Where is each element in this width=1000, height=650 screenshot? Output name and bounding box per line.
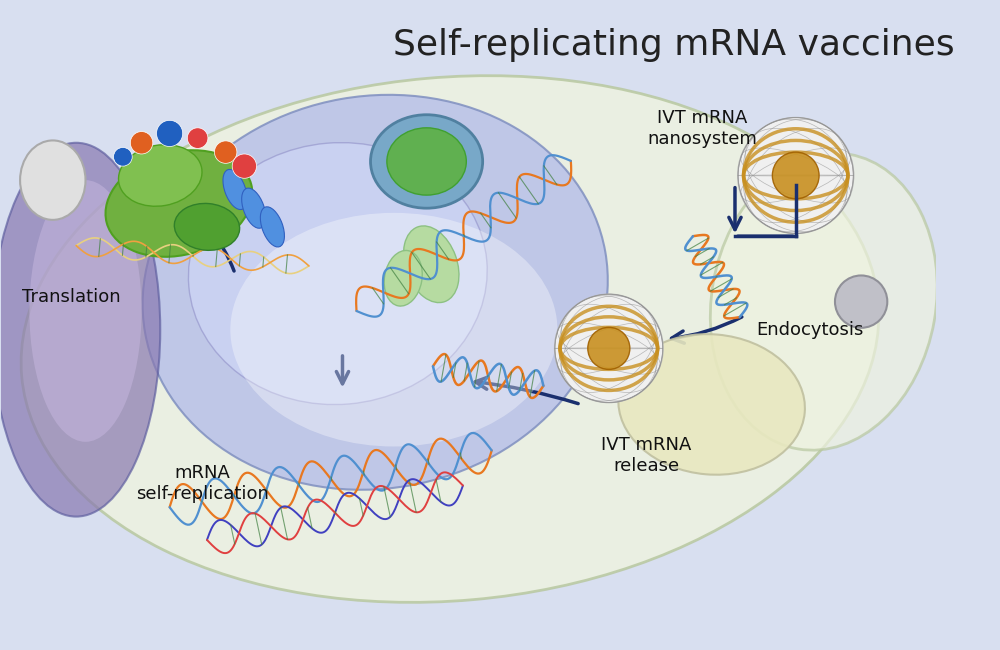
Text: mRNA
self-replication: mRNA self-replication [136, 465, 269, 503]
Text: Self-replicating mRNA vaccines: Self-replicating mRNA vaccines [393, 28, 955, 62]
Circle shape [738, 118, 854, 233]
Ellipse shape [143, 95, 608, 489]
Circle shape [214, 141, 237, 163]
Ellipse shape [242, 188, 266, 228]
Text: Translation: Translation [22, 288, 121, 306]
Circle shape [130, 131, 153, 154]
Ellipse shape [20, 140, 85, 220]
Circle shape [835, 276, 887, 328]
Circle shape [114, 148, 132, 166]
Ellipse shape [230, 213, 557, 447]
Circle shape [187, 128, 208, 148]
Circle shape [157, 120, 183, 146]
Ellipse shape [387, 128, 466, 195]
Ellipse shape [21, 75, 879, 603]
Ellipse shape [260, 207, 284, 247]
Text: Endocytosis: Endocytosis [756, 320, 863, 339]
Circle shape [588, 328, 630, 369]
Ellipse shape [29, 180, 142, 442]
Circle shape [555, 294, 663, 402]
Ellipse shape [710, 153, 937, 450]
Circle shape [232, 154, 257, 178]
Ellipse shape [384, 250, 422, 306]
Ellipse shape [223, 170, 247, 209]
Text: IVT mRNA
nanosystem: IVT mRNA nanosystem [647, 109, 757, 148]
Ellipse shape [371, 115, 483, 208]
Ellipse shape [188, 142, 487, 404]
Circle shape [772, 152, 819, 199]
Ellipse shape [174, 203, 240, 250]
Ellipse shape [106, 150, 252, 257]
Ellipse shape [119, 145, 202, 206]
Text: IVT mRNA
release: IVT mRNA release [601, 436, 691, 475]
Ellipse shape [0, 143, 160, 517]
Ellipse shape [618, 334, 805, 474]
Ellipse shape [404, 226, 459, 303]
